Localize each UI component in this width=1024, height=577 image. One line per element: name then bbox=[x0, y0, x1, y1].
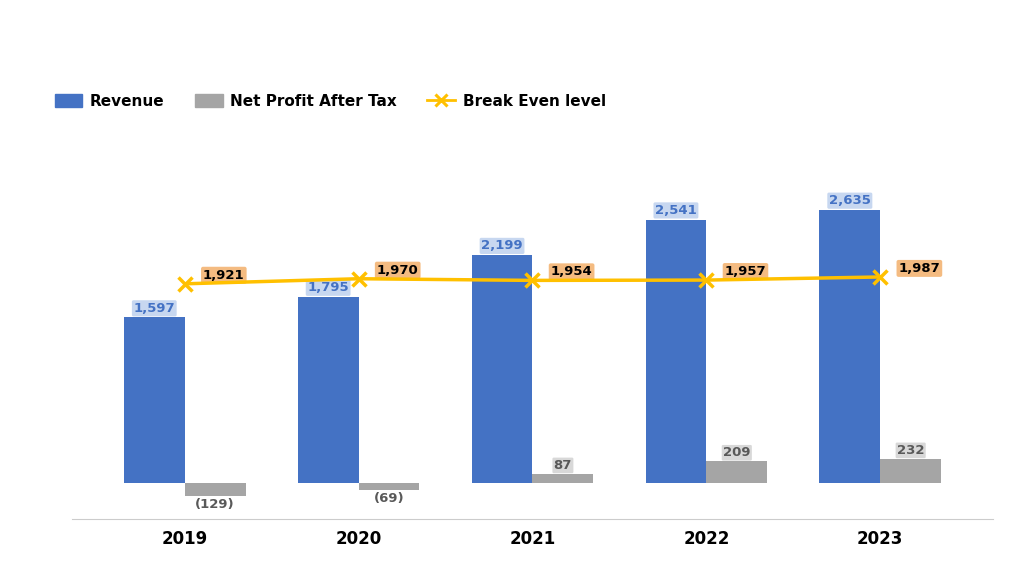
Text: (69): (69) bbox=[374, 492, 404, 505]
Bar bbox=[298, 297, 358, 483]
Text: 1,970: 1,970 bbox=[377, 264, 419, 276]
Text: 209: 209 bbox=[723, 446, 751, 459]
Bar bbox=[819, 210, 881, 483]
Text: 2,541: 2,541 bbox=[655, 204, 696, 217]
Text: 1,987: 1,987 bbox=[898, 262, 940, 275]
Bar bbox=[358, 483, 420, 490]
Bar bbox=[707, 462, 767, 483]
Text: 87: 87 bbox=[554, 459, 572, 472]
Text: 2,199: 2,199 bbox=[481, 239, 523, 252]
Bar bbox=[645, 219, 707, 483]
Text: Break Even Chart ($'000): Break Even Chart ($'000) bbox=[345, 74, 679, 99]
Text: 2,635: 2,635 bbox=[828, 194, 870, 207]
Text: 1,597: 1,597 bbox=[133, 302, 175, 315]
Bar bbox=[124, 317, 184, 483]
Bar bbox=[472, 255, 532, 483]
Bar bbox=[881, 459, 941, 483]
Legend: Revenue, Net Profit After Tax, Break Even level: Revenue, Net Profit After Tax, Break Eve… bbox=[51, 91, 609, 112]
Text: 1,795: 1,795 bbox=[307, 281, 349, 294]
Text: 1,957: 1,957 bbox=[725, 265, 766, 278]
Bar bbox=[184, 483, 246, 496]
Text: 232: 232 bbox=[897, 444, 925, 457]
Text: 1,921: 1,921 bbox=[203, 269, 245, 282]
Text: (129): (129) bbox=[196, 499, 234, 511]
Bar bbox=[532, 474, 593, 483]
Text: 1,954: 1,954 bbox=[551, 265, 593, 278]
